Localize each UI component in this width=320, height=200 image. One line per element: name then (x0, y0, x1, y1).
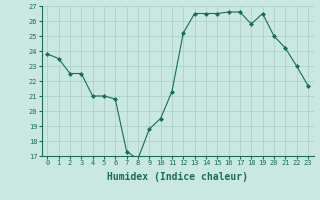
X-axis label: Humidex (Indice chaleur): Humidex (Indice chaleur) (107, 172, 248, 182)
